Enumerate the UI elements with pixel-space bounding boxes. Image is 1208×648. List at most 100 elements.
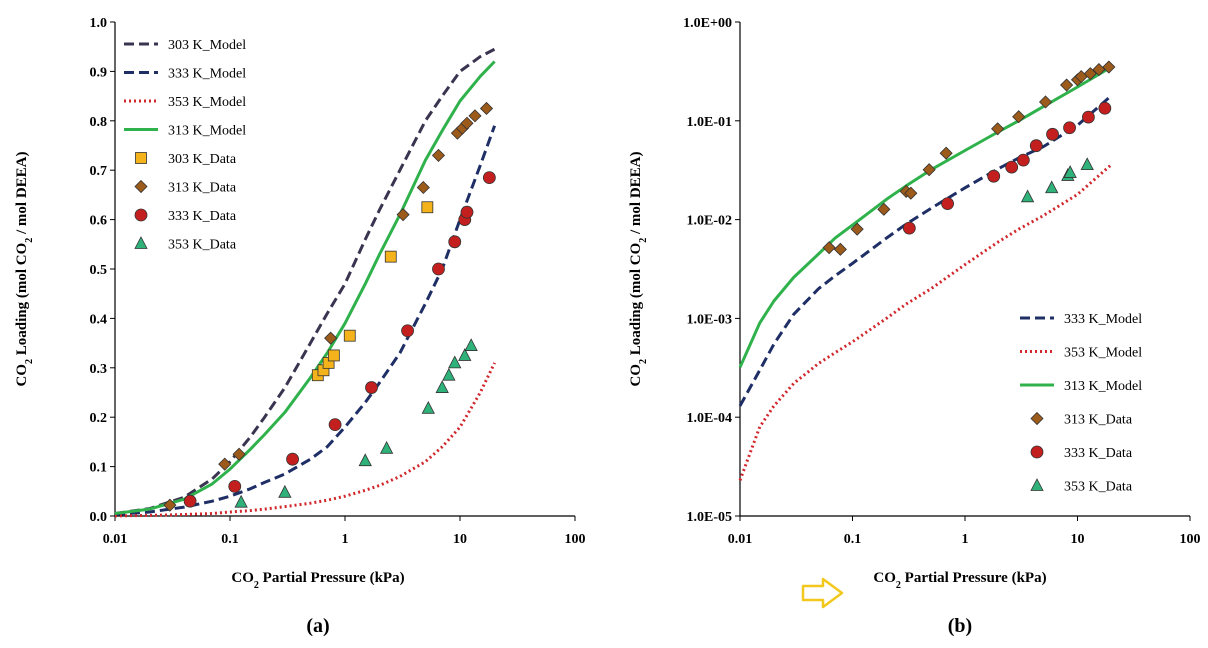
data-point-353-k-data	[448, 355, 462, 369]
data-point-313-k-data	[922, 163, 936, 177]
legend-label: 353 K_Data	[168, 238, 237, 253]
x-tick-label: 0.01	[728, 532, 753, 547]
series-line-313-k-model	[738, 65, 1113, 368]
y-tick-label: 0.4	[90, 312, 108, 327]
y-axis-title-text: / mol DEEA)	[14, 151, 30, 237]
panel-label: (a)	[306, 615, 329, 637]
legend: 333 K_Model 353 K_Model 313 K_Model 313 K_D…	[1020, 312, 1142, 495]
series-line-353-k-model	[114, 362, 496, 518]
legend: 303 K_Model 333 K_Model 353 K_Model 313 K_M…	[124, 38, 246, 253]
data-point-333-k-data	[401, 324, 414, 338]
data-point-333-k-data	[1016, 153, 1030, 167]
legend-label: 353 K_Model	[1064, 346, 1142, 361]
data-point-303-k-data	[343, 329, 356, 342]
data-point-313-k-data	[1012, 110, 1026, 124]
x-tick-label: 1	[342, 532, 349, 547]
data-point-313-k-data	[460, 116, 474, 130]
y-axis-title-text: / mol DEEA)	[628, 151, 644, 237]
y-tick-label: 0.9	[90, 65, 108, 80]
legend-label: 353 K_Data	[1064, 480, 1133, 495]
data-point-333-k-data	[987, 169, 1001, 183]
data-point-353-k-data	[464, 338, 478, 351]
x-tick-label: 100	[565, 532, 586, 547]
data-point-313-k-data	[939, 146, 953, 160]
data-point-353-k-data	[1080, 157, 1094, 171]
y-axis-title: CO2 Loading (mol CO2 / mol DEEA)	[628, 151, 649, 386]
y-axis-title-text: Loading (mol CO	[14, 243, 30, 359]
data-point-313-k-data	[431, 148, 446, 162]
x-axis-title-text: Partial Pressure (kPa)	[901, 570, 1047, 586]
x-tick-label: 0.01	[103, 532, 128, 547]
chart-panel-b: 0.01 0.1 1 10 100 1.0E-05 1.0E-04 1.0E-03 1.0E-0…	[628, 16, 1201, 637]
y-tick-label: 0.3	[90, 362, 108, 377]
data-point-333-k-data	[286, 452, 299, 466]
data-point-353-k-data	[278, 484, 292, 498]
x-tick-label: 10	[453, 532, 467, 547]
data-point-313-k-data	[396, 208, 410, 222]
data-point-313-k-data	[218, 457, 232, 471]
x-axis-title-text: CO	[873, 570, 896, 586]
data-point-353-k-data	[421, 400, 435, 414]
data-point-313-k-data	[324, 331, 338, 345]
series-line-333-k-model	[738, 94, 1113, 407]
series-line-303-k-model	[114, 47, 496, 515]
y-tick-label: 1.0	[90, 16, 108, 31]
y-axis-title: CO2 Loading (mol CO2 / mol DEEA)	[14, 151, 35, 386]
y-tick-label: 0.1	[90, 461, 108, 476]
data-point-333-k-data	[183, 494, 197, 508]
y-tick-label: 1.0E+00	[683, 16, 732, 31]
legend-label: 353 K_Model	[168, 95, 246, 110]
legend-swatch	[1030, 445, 1044, 459]
data-point-333-k-data	[460, 205, 474, 219]
data-point-333-k-data	[1029, 139, 1043, 153]
data-point-333-k-data	[228, 479, 242, 493]
data-point-313-k-data	[850, 222, 864, 236]
y-tick-label: 1.0E-03	[687, 312, 733, 327]
data-point-313-k-data	[1038, 95, 1053, 109]
y-axis-title-subscript: 2	[24, 238, 35, 243]
y-tick-label: 1.0E-04	[687, 411, 733, 426]
legend-label: 313 K_Model	[168, 124, 246, 139]
chart-panel-a: 0.01 0.1 1 10 100 0.0 0.1 0.2 0.3 0.4 0.5 0.6 0.7 0.8…	[14, 16, 586, 637]
panel-label: (b)	[948, 615, 972, 637]
data-point-333-k-data	[448, 235, 462, 249]
data-point-313-k-data	[1060, 78, 1074, 92]
y-tick-label: 0.8	[90, 115, 108, 130]
data-point-313-k-data	[468, 109, 482, 123]
legend-label: 333 K_Model	[1064, 312, 1142, 327]
data-point-353-k-data	[379, 440, 394, 454]
data-point-313-k-data	[822, 241, 836, 255]
x-axis-title-text: Partial Pressure (kPa)	[259, 570, 405, 586]
legend-swatch	[135, 152, 147, 164]
y-tick-label: 0.0	[90, 510, 108, 525]
data-point-313-k-data	[904, 186, 918, 200]
data-point-303-k-data	[327, 349, 340, 362]
x-axis-title: CO2 Partial Pressure (kPa)	[873, 570, 1046, 591]
data-point-353-k-data	[1020, 189, 1035, 203]
data-point-353-k-data	[458, 348, 472, 361]
data-point-353-k-data	[358, 453, 372, 467]
data-point-313-k-data	[479, 101, 494, 116]
legend-swatch	[134, 208, 148, 222]
data-point-313-k-data	[877, 202, 891, 216]
y-tick-label: 0.5	[90, 263, 108, 278]
data-point-313-k-data	[1083, 67, 1097, 81]
data-point-303-k-data	[421, 201, 434, 214]
legend-swatch	[1030, 411, 1044, 426]
legend-label: 333 K_Data	[1064, 446, 1133, 461]
data-point-313-k-data	[232, 447, 246, 461]
legend-label: 303 K_Model	[168, 38, 246, 53]
x-axis-title-subscript: 2	[254, 580, 259, 591]
x-tick-label: 100	[1180, 532, 1201, 547]
legend-label: 333 K_Model	[168, 67, 246, 82]
legend-label: 313 K_Data	[168, 181, 237, 196]
legend-swatch	[134, 179, 148, 194]
data-point-353-k-data	[234, 494, 248, 508]
legend-label: 333 K_Data	[168, 209, 237, 224]
x-tick-label: 10	[1071, 532, 1085, 547]
data-point-333-k-data	[1046, 127, 1059, 141]
data-point-333-k-data	[482, 171, 496, 185]
y-axis-title-subscript: 2	[638, 359, 649, 364]
data-point-313-k-data	[833, 242, 847, 256]
